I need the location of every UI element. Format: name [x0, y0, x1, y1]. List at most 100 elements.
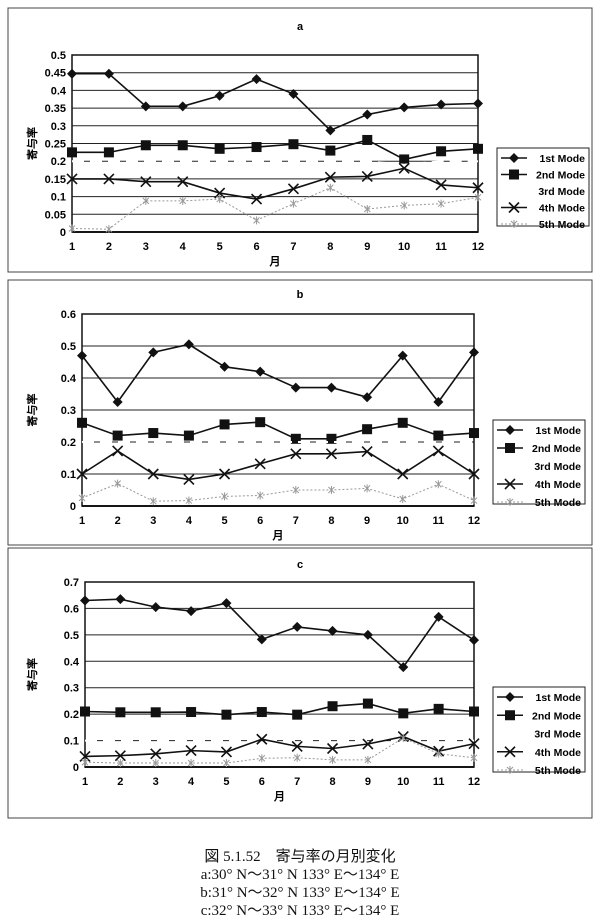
data-point — [187, 759, 195, 768]
series-line — [84, 735, 475, 758]
series-3 — [72, 160, 478, 166]
series-line — [72, 167, 479, 200]
y-tick-label: 0 — [60, 227, 66, 239]
data-point — [77, 417, 87, 428]
y-tick-label: 0.1 — [64, 736, 79, 748]
data-point — [400, 201, 408, 210]
y-tick-label: 0.2 — [61, 437, 76, 449]
legend: 1st Mode 2nd Mode 3rd Mode 4th Mode 5th Mode — [492, 686, 586, 777]
series-line — [72, 72, 479, 132]
data-point — [150, 602, 161, 613]
data-point — [254, 458, 266, 470]
chart-frame — [7, 7, 593, 273]
data-point — [435, 749, 442, 758]
data-point — [469, 635, 479, 646]
data-point — [186, 707, 197, 718]
data-point — [80, 595, 90, 606]
data-point — [362, 134, 373, 145]
data-point — [363, 484, 371, 493]
legend-marker — [505, 692, 515, 702]
data-point — [329, 755, 336, 764]
data-point — [80, 706, 90, 717]
legend-label: 3rd Mode — [534, 729, 581, 741]
x-tick-label: 1 — [82, 776, 88, 788]
data-point — [214, 90, 225, 101]
data-point — [103, 173, 115, 185]
data-point — [362, 392, 373, 403]
series-4 — [66, 162, 484, 205]
chart-title: a — [297, 21, 304, 33]
data-point — [177, 140, 188, 151]
data-point — [177, 101, 188, 112]
x-axis-label: 月 — [269, 255, 281, 268]
data-point — [398, 662, 409, 673]
y-tick-label: 0.5 — [51, 50, 66, 62]
data-point — [220, 746, 233, 758]
x-tick-label: 4 — [180, 241, 187, 253]
data-point — [290, 448, 302, 460]
caption-title: 図 5.1.52 寄与率の月別変化 — [204, 849, 396, 865]
data-point — [468, 468, 480, 480]
chart-c: c00.10.20.30.40.50.60.71 2 3 4 5 6 7 8 9 10 11 12月寄… — [7, 547, 593, 819]
x-tick-label: 11 — [433, 776, 445, 788]
legend-label: 4th Mode — [535, 479, 581, 491]
data-point — [469, 706, 479, 717]
series-line — [71, 187, 479, 230]
chart-a: a00.050.10.150.20.250.30.350.40.450.51 2 3… — [7, 7, 593, 273]
data-point — [219, 419, 230, 430]
x-tick-label: 5 — [217, 241, 223, 253]
x-tick-label: 9 — [364, 515, 370, 527]
y-tick-label: 0.5 — [64, 630, 79, 642]
data-point — [77, 350, 87, 361]
data-point — [436, 146, 447, 157]
data-point — [325, 125, 336, 136]
data-point — [117, 759, 124, 768]
data-point — [293, 753, 301, 762]
data-point — [223, 759, 230, 768]
x-tick-label: 11 — [435, 241, 447, 253]
data-point — [140, 101, 151, 112]
legend: 1st Mode 2nd Mode 3rd Mode 4th Mode 5th Mode — [496, 147, 590, 231]
x-tick-label: 9 — [364, 241, 370, 253]
plot-area — [84, 581, 475, 768]
data-point — [470, 753, 478, 762]
x-axis-label: 月 — [273, 790, 285, 803]
data-point — [473, 98, 483, 109]
x-tick-label: 6 — [253, 241, 259, 253]
data-point — [216, 195, 223, 204]
legend-marker — [505, 443, 515, 453]
data-point — [433, 430, 444, 441]
data-point — [103, 147, 114, 158]
x-tick-label: 11 — [433, 515, 445, 527]
data-point — [78, 494, 86, 502]
data-point — [399, 733, 407, 742]
legend-label: 5th Mode — [535, 497, 581, 509]
x-tick-label: 12 — [468, 776, 480, 788]
data-point — [433, 611, 444, 622]
y-tick-label: 0.6 — [64, 603, 79, 615]
data-point — [67, 68, 77, 79]
legend-label: 1st Mode — [535, 425, 581, 437]
x-tick-label: 12 — [472, 241, 484, 253]
data-point — [185, 496, 193, 505]
legend-label: 2nd Mode — [532, 443, 581, 455]
y-tick-label: 0.3 — [61, 405, 76, 417]
y-tick-label: 0.3 — [51, 121, 66, 133]
series-line — [84, 702, 475, 716]
x-tick-label: 3 — [150, 515, 156, 527]
x-tick-label: 8 — [327, 241, 333, 253]
data-point — [397, 417, 408, 428]
data-point — [327, 701, 338, 712]
legend-marker — [506, 498, 514, 506]
data-point — [114, 479, 121, 488]
data-point — [290, 199, 297, 208]
data-point — [435, 179, 447, 191]
data-point — [364, 755, 372, 764]
legend-label: 3rd Mode — [534, 461, 581, 473]
data-point — [250, 193, 263, 205]
data-point — [287, 183, 300, 195]
x-tick-label: 3 — [153, 776, 159, 788]
data-point — [362, 738, 374, 750]
data-point — [435, 480, 442, 489]
data-point — [291, 740, 303, 752]
